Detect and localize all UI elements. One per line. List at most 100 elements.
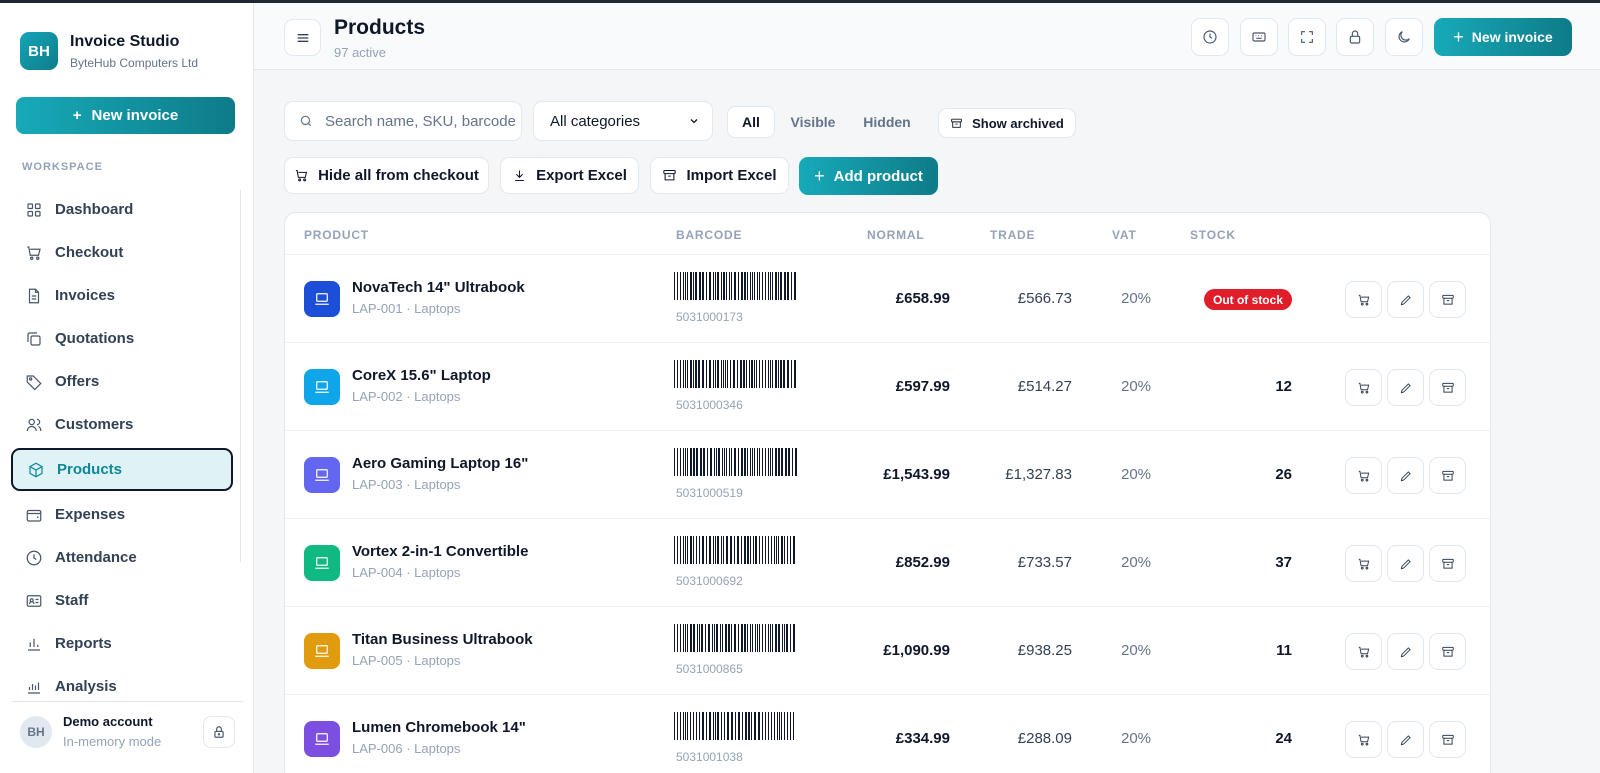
sidebar-item-label: Offers [55, 373, 100, 390]
edit-product-button[interactable] [1387, 721, 1424, 758]
product-sku-category: LAP-005 · Laptops [352, 653, 461, 668]
filter-visible[interactable]: Visible [790, 114, 836, 130]
archive-product-button[interactable] [1429, 545, 1466, 582]
menu-toggle-button[interactable] [284, 19, 321, 56]
toggle-checkout-button[interactable] [1345, 369, 1382, 406]
stock-value: 11 [1276, 642, 1292, 659]
filter-all[interactable]: All [727, 106, 775, 138]
plus-icon: + [814, 165, 825, 186]
show-archived-button[interactable]: Show archived [938, 108, 1076, 138]
barcode-number: 5031001038 [676, 750, 743, 764]
table-row[interactable]: Aero Gaming Laptop 16" LAP-003 · Laptops 5… [285, 431, 1490, 519]
product-thumbnail [304, 721, 340, 757]
vat-rate: 20% [1121, 554, 1152, 571]
sidebar-item-expenses[interactable]: Expenses [11, 493, 233, 536]
hide-all-from-checkout-button[interactable]: Hide all from checkout [284, 157, 489, 194]
import-excel-button[interactable]: Import Excel [650, 157, 789, 194]
sidebar-item-quotations[interactable]: Quotations [11, 317, 233, 360]
toggle-checkout-button[interactable] [1345, 457, 1382, 494]
account-mode: In-memory mode [63, 734, 162, 749]
cart-icon [1358, 470, 1369, 481]
table-row[interactable]: Vortex 2-in-1 Convertible LAP-004 · Lapto… [285, 519, 1490, 607]
add-product-button[interactable]: + Add product [799, 157, 938, 195]
category-select[interactable]: All categories [533, 101, 713, 141]
export-excel-button[interactable]: Export Excel [500, 157, 639, 194]
grid-icon [27, 202, 41, 217]
brand: BH Invoice Studio ByteHub Computers Ltd [20, 32, 198, 70]
stock-value: 12 [1275, 378, 1292, 395]
normal-price: £1,543.99 [883, 466, 950, 483]
table-row[interactable]: Lumen Chromebook 14" LAP-006 · Laptops 503… [285, 695, 1490, 773]
trade-price: £514.27 [1017, 378, 1072, 395]
toggle-checkout-button[interactable] [1345, 633, 1382, 670]
search-input[interactable] [325, 112, 515, 130]
table-row[interactable]: Titan Business Ultrabook LAP-005 · Laptop… [285, 607, 1490, 695]
barcode-number: 5031000346 [676, 398, 743, 412]
trade-price: £288.09 [1017, 730, 1072, 747]
edit-product-button[interactable] [1387, 281, 1424, 318]
edit-product-button[interactable] [1387, 545, 1424, 582]
toggle-checkout-button[interactable] [1345, 545, 1382, 582]
sidebar-item-staff[interactable]: Staff [11, 579, 233, 622]
trade-price: £938.25 [1017, 642, 1072, 659]
sidebar-item-label: Expenses [55, 506, 126, 523]
cart-icon [1358, 734, 1369, 745]
sidebar-item-label: Quotations [55, 330, 135, 347]
product-thumbnail [304, 545, 340, 581]
trade-price: £733.57 [1017, 554, 1072, 571]
pencil-icon [1400, 558, 1411, 569]
table-row[interactable]: NovaTech 14" Ultrabook LAP-001 · Laptops 5… [285, 255, 1490, 343]
fullscreen-button[interactable] [1288, 18, 1326, 56]
sidebar-item-analysis[interactable]: Analysis [11, 665, 233, 708]
search-icon [300, 115, 312, 127]
fullscreen-icon [1301, 31, 1313, 43]
product-thumbnail [304, 369, 340, 405]
archive-product-button[interactable] [1429, 369, 1466, 406]
barcode-image [674, 624, 795, 652]
sidebar-item-attendance[interactable]: Attendance [11, 536, 233, 579]
edit-product-button[interactable] [1387, 457, 1424, 494]
lock-screen-button[interactable] [1336, 18, 1374, 56]
toggle-checkout-button[interactable] [1345, 721, 1382, 758]
table-row[interactable]: CoreX 15.6" Laptop LAP-002 · Laptops 50310… [285, 343, 1490, 431]
pencil-icon [1400, 294, 1411, 305]
cart-icon [1358, 294, 1369, 305]
sidebar-item-label: Checkout [55, 244, 124, 261]
new-invoice-button[interactable]: + New invoice [1434, 18, 1572, 56]
product-sku-category: LAP-003 · Laptops [352, 477, 461, 492]
edit-product-button[interactable] [1387, 633, 1424, 670]
edit-product-button[interactable] [1387, 369, 1424, 406]
laptop-icon [315, 557, 329, 569]
barcode-image [674, 272, 796, 300]
toggle-checkout-button[interactable] [1345, 281, 1382, 318]
moon-icon [1398, 31, 1410, 43]
sidebar-new-invoice-button[interactable]: + New invoice [16, 97, 235, 134]
sidebar-item-dashboard[interactable]: Dashboard [11, 188, 233, 231]
theme-toggle-button[interactable] [1385, 18, 1423, 56]
history-button[interactable] [1191, 18, 1229, 56]
archive-product-button[interactable] [1429, 633, 1466, 670]
lock-button[interactable] [203, 716, 235, 748]
filter-hidden[interactable]: Hidden [863, 114, 911, 130]
barcode-image [674, 712, 794, 740]
sidebar-item-offers[interactable]: Offers [11, 360, 233, 403]
sidebar-item-reports[interactable]: Reports [11, 622, 233, 665]
archive-product-button[interactable] [1429, 721, 1466, 758]
plus-icon: + [72, 107, 82, 124]
cart-icon [1358, 382, 1369, 393]
lock-icon [214, 726, 224, 738]
archive-icon [1441, 294, 1454, 305]
sidebar-item-label: Invoices [55, 287, 116, 304]
column-header-product: PRODUCT [304, 228, 369, 242]
laptop-icon [315, 645, 329, 657]
archive-product-button[interactable] [1429, 281, 1466, 318]
page-title: Products [334, 16, 426, 39]
sidebar-item-customers[interactable]: Customers [11, 403, 233, 446]
archive-product-button[interactable] [1429, 457, 1466, 494]
barcode-image [674, 448, 797, 476]
sidebar-item-invoices[interactable]: Invoices [11, 274, 233, 317]
sidebar-item-checkout[interactable]: Checkout [11, 231, 233, 274]
sidebar-item-products[interactable]: Products [11, 448, 233, 491]
sidebar-scrollbar[interactable] [240, 190, 241, 562]
keyboard-shortcuts-button[interactable] [1240, 18, 1278, 56]
